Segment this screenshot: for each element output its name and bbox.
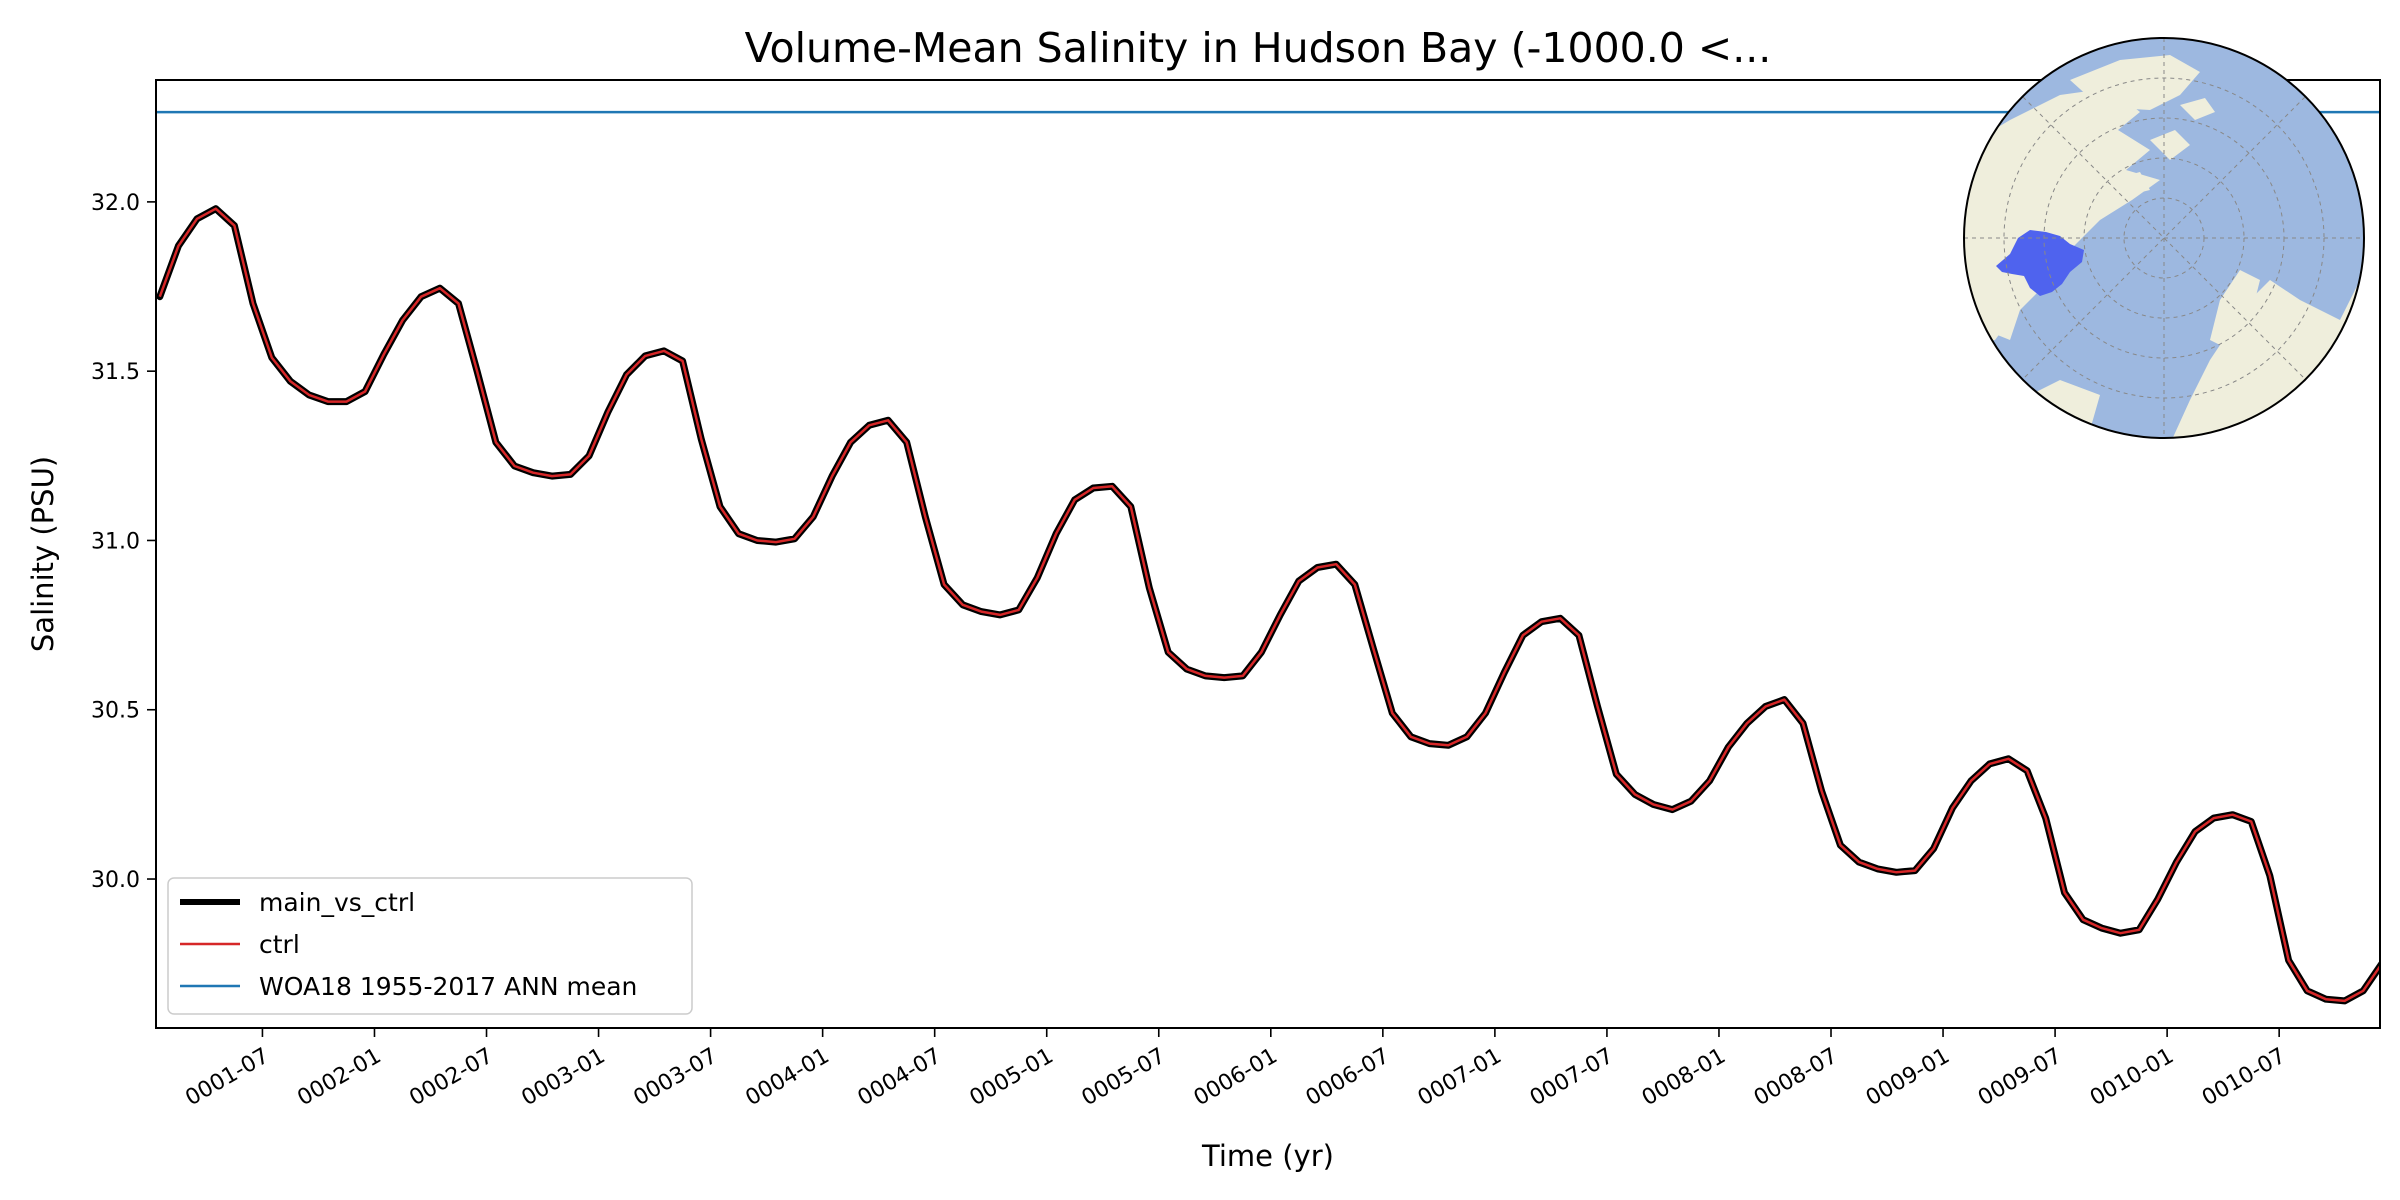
y-tick-label: 31.5 <box>91 360 140 385</box>
legend-label-main-vs-ctrl: main_vs_ctrl <box>259 888 415 917</box>
legend-box <box>167 877 693 1015</box>
map-land-arctic-islands <box>2110 98 2215 196</box>
inset-polar-map <box>1963 37 2365 439</box>
chart-title: Volume-Mean Salinity in Hudson Bay (-100… <box>745 24 1772 72</box>
map-land-europe-south <box>1985 300 2100 438</box>
y-tick-label: 30.0 <box>91 868 140 893</box>
series-ctrl-line <box>158 207 2380 1003</box>
y-axis-label: Salinity (PSU) <box>26 456 60 652</box>
legend-label-ctrl: ctrl <box>259 930 300 959</box>
map-land-north-america <box>1964 88 2160 350</box>
map-land-scandinavia <box>2210 270 2260 350</box>
y-ticks: 30.0 30.5 31.0 31.5 32.0 <box>91 191 156 893</box>
map-land-eurasia <box>2170 44 2364 438</box>
y-tick-label: 32.0 <box>91 191 140 216</box>
map-region-hudson-bay <box>1996 230 2084 296</box>
x-axis-label: Time (yr) <box>1201 1139 1334 1173</box>
plot-frame <box>155 79 2381 1029</box>
map-land-greenland <box>2070 55 2200 110</box>
map-graticule <box>1964 38 2364 438</box>
y-tick-label: 31.0 <box>91 529 140 554</box>
y-tick-label: 30.5 <box>91 699 140 724</box>
legend-label-woa18: WOA18 1955-2017 ANN mean <box>259 972 637 1001</box>
legend: main_vs_ctrl ctrl WOA18 1955-2017 ANN me… <box>167 877 693 1015</box>
map-border <box>1963 37 2365 439</box>
